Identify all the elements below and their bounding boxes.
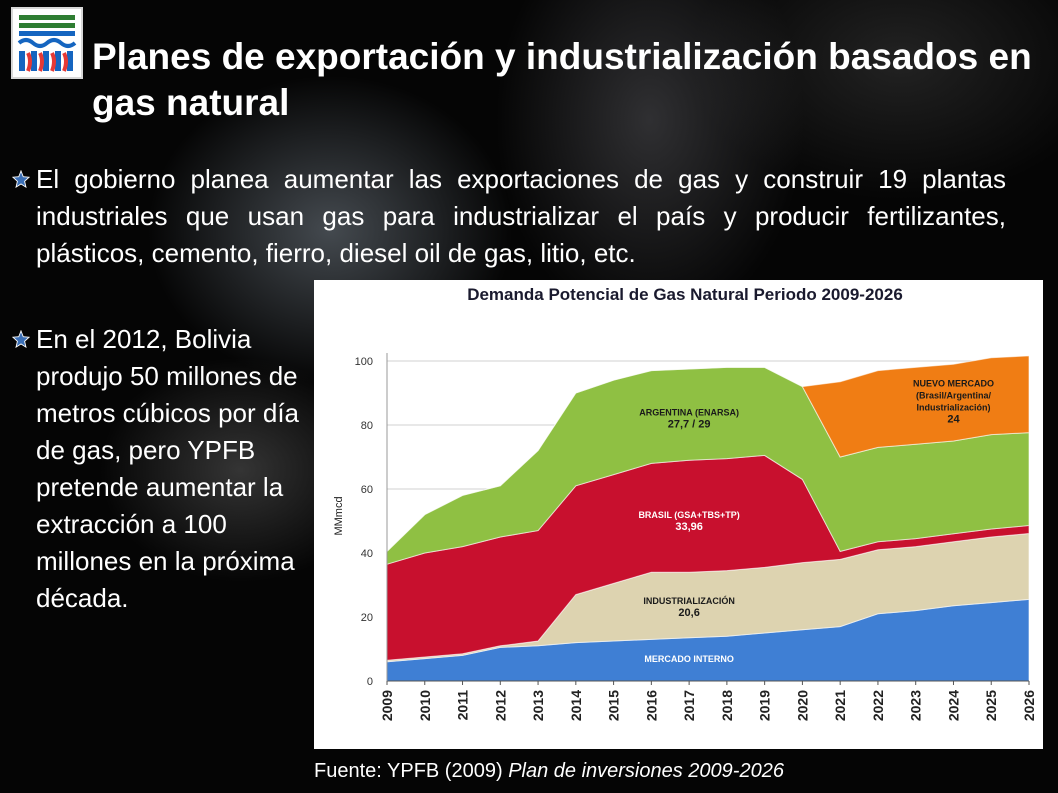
slide-title: Planes de exportación y industrializació… [92, 36, 1032, 123]
x-tick-label: 2022 [870, 690, 886, 721]
series-annotation: NUEVO MERCADO [913, 379, 994, 389]
series-annotation: 33,96 [675, 521, 703, 533]
series-annotation: 24 [947, 414, 960, 426]
source-prefix: Fuente: YPFB (2009) [314, 760, 509, 782]
bullet-text: El gobierno planea aumentar las exportac… [36, 164, 1006, 268]
series-annotation: BRASIL (GSA+TBS+TP) [638, 510, 739, 520]
y-tick-label: 80 [361, 420, 373, 432]
ypfb-logo [11, 7, 83, 79]
x-tick-label: 2011 [455, 690, 471, 721]
series-annotation: 27,7 / 29 [668, 418, 711, 430]
gas-demand-chart: Demanda Potencial de Gas Natural Periodo… [333, 285, 1037, 721]
chart-panel: Demanda Potencial de Gas Natural Periodo… [314, 280, 1043, 749]
y-axis-label: MMmcd [333, 496, 345, 535]
x-tick-label: 2009 [379, 690, 395, 721]
x-tick-label: 2025 [983, 690, 999, 721]
x-tick-label: 2013 [530, 690, 546, 721]
series-annotation: INDUSTRIALIZACIÓN [643, 595, 735, 606]
x-tick-label: 2021 [832, 690, 848, 721]
bullet-text: En el 2012, Bolivia produjo 50 millones … [36, 324, 300, 613]
x-tick-label: 2015 [606, 690, 622, 721]
x-tick-label: 2023 [908, 690, 924, 721]
x-tick-label: 2018 [719, 690, 735, 721]
x-tick-label: 2017 [681, 690, 697, 721]
x-tick-label: 2014 [568, 690, 584, 721]
y-tick-label: 0 [367, 676, 373, 688]
series-annotation: 20,6 [678, 607, 699, 619]
source-title: Plan de inversiones 2009-2026 [508, 760, 784, 782]
x-tick-label: 2026 [1021, 690, 1037, 721]
bullet-item: El gobierno planea aumentar las exportac… [12, 161, 1006, 272]
star-bullet-icon [12, 330, 30, 348]
x-tick-label: 2024 [945, 690, 961, 721]
x-tick-label: 2019 [757, 690, 773, 721]
bullet-item: En el 2012, Bolivia produjo 50 millones … [12, 321, 301, 617]
y-tick-label: 40 [361, 548, 373, 560]
x-tick-label: 2010 [417, 690, 433, 721]
x-tick-label: 2012 [492, 690, 508, 721]
y-tick-label: 20 [361, 612, 373, 624]
x-tick-label: 2016 [643, 690, 659, 721]
x-tick-label: 2020 [794, 690, 810, 721]
series-annotation: (Brasil/Argentina/ [916, 391, 992, 401]
chart-title: Demanda Potencial de Gas Natural Periodo… [467, 285, 903, 304]
series-annotation: ARGENTINA (ENARSA) [639, 407, 739, 417]
star-bullet-icon [12, 170, 30, 188]
series-annotation: Industrialización) [916, 403, 990, 413]
series-annotation: MERCADO INTERNO [644, 654, 734, 664]
y-tick-label: 60 [361, 484, 373, 496]
area-nuevo-mercado [386, 355, 1030, 552]
source-citation: Fuente: YPFB (2009) Plan de inversiones … [314, 760, 784, 783]
y-tick-label: 100 [355, 356, 373, 368]
